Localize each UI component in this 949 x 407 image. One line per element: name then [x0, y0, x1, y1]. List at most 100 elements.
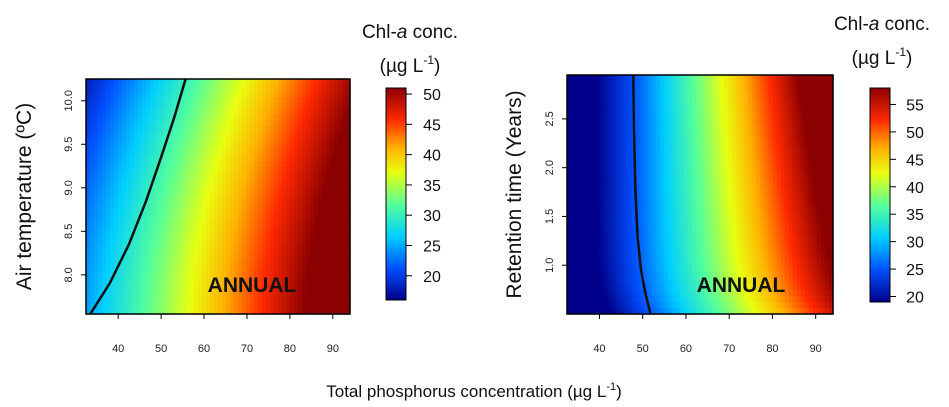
heatmap-cell	[150, 243, 155, 250]
heatmap-cell	[675, 80, 681, 88]
heatmap-cell	[138, 120, 143, 127]
heatmap-cell	[254, 102, 259, 109]
heatmap-cell	[154, 214, 159, 221]
heatmap-cell	[643, 104, 649, 112]
heatmap-cell	[720, 80, 725, 88]
heatmap-cell	[262, 184, 267, 192]
heatmap-cell	[788, 194, 794, 202]
heatmap-cell	[675, 92, 681, 100]
heatmap-cell	[732, 254, 737, 261]
heatmap-cell	[198, 214, 203, 221]
heatmap-cell	[776, 128, 782, 136]
heatmap-cell	[671, 80, 677, 88]
heatmap-cell	[708, 308, 713, 315]
heatmap-cell	[643, 266, 649, 273]
heatmap-cell	[575, 188, 580, 196]
heatmap-cell	[318, 267, 323, 274]
heatmap-cell	[338, 161, 343, 168]
heatmap-cell	[744, 254, 749, 261]
heatmap-cell	[338, 296, 343, 303]
heatmap-cell	[675, 152, 681, 160]
heatmap-cell	[314, 114, 319, 121]
heatmap-cell	[294, 296, 299, 303]
heatmap-cell	[334, 149, 339, 156]
heatmap-cell	[190, 131, 195, 139]
heatmap-cell	[146, 302, 151, 309]
heatmap-cell	[102, 278, 107, 286]
heatmap-cell	[720, 104, 725, 112]
heatmap-cell	[760, 146, 766, 154]
heatmap-cell	[266, 120, 271, 127]
heatmap-cell	[94, 120, 99, 127]
heatmap-cell	[784, 224, 790, 231]
heatmap-cell	[772, 170, 778, 178]
heatmap-cell	[234, 102, 239, 109]
heatmap-cell	[294, 137, 299, 145]
heatmap-cell	[627, 140, 633, 148]
heatmap-cell	[346, 220, 351, 227]
heatmap-cell	[314, 167, 319, 174]
heatmap-cell	[647, 284, 653, 291]
heatmap-cell	[788, 116, 794, 124]
heatmap-cell	[330, 102, 335, 109]
heatmap-cell	[234, 155, 239, 162]
heatmap-cell	[130, 225, 135, 233]
heatmap-cell	[639, 200, 645, 208]
heatmap-cell	[607, 134, 612, 142]
heatmap-cell	[627, 110, 633, 118]
heatmap-cell	[302, 208, 307, 215]
heatmap-cell	[286, 302, 291, 309]
heatmap-cell	[222, 225, 227, 233]
heatmap-cell	[611, 152, 616, 160]
heatmap-cell	[623, 164, 629, 172]
heatmap-cell	[784, 152, 790, 160]
heatmap-cell	[294, 149, 299, 156]
heatmap-cell	[599, 296, 604, 303]
heatmap-cell	[615, 212, 620, 219]
heatmap-cell	[142, 143, 147, 151]
heatmap-cell	[619, 212, 625, 219]
heatmap-cell	[764, 158, 770, 166]
heatmap-cell	[338, 126, 343, 133]
heatmap-cell	[298, 208, 303, 215]
heatmap-cell	[792, 248, 798, 255]
heatmap-cell	[102, 96, 107, 104]
heatmap-cell	[294, 96, 299, 104]
heatmap-cell	[126, 272, 131, 280]
heatmap-cell	[294, 114, 299, 121]
heatmap-cell	[114, 102, 119, 109]
heatmap-cell	[724, 302, 729, 309]
heatmap-cell	[90, 155, 95, 162]
heatmap-cell	[302, 120, 307, 127]
heatmap-cell	[667, 146, 673, 154]
heatmap-cell	[587, 284, 592, 291]
heatmap-cell	[679, 308, 685, 315]
heatmap-cell	[772, 146, 778, 154]
heatmap-cell	[338, 102, 343, 109]
heatmap-cell	[732, 200, 737, 208]
heatmap-cell	[186, 231, 191, 239]
heatmap-cell	[282, 202, 287, 209]
heatmap-cell	[687, 296, 693, 303]
heatmap-cell	[302, 90, 307, 98]
heatmap-cell	[776, 248, 782, 255]
heatmap-cell	[591, 116, 596, 124]
heatmap-cell	[740, 284, 745, 291]
heatmap-cell	[86, 143, 91, 151]
heatmap-cell	[732, 176, 737, 184]
heatmap-cell	[720, 230, 725, 237]
heatmap-cell	[154, 290, 159, 297]
heatmap-cell	[788, 266, 794, 273]
heatmap-cell	[198, 131, 203, 139]
heatmap-cell	[166, 84, 171, 92]
heatmap-cell	[86, 267, 91, 274]
heatmap-cell	[178, 126, 183, 133]
colorbar-tick-label: 35	[423, 178, 441, 195]
heatmap-cell	[567, 308, 572, 315]
heatmap-cell	[302, 272, 307, 280]
heatmap-cell	[186, 184, 191, 192]
heatmap-cell	[740, 260, 745, 267]
heatmap-cell	[736, 236, 741, 243]
heatmap-cell	[756, 182, 762, 190]
heatmap-cell	[330, 84, 335, 92]
